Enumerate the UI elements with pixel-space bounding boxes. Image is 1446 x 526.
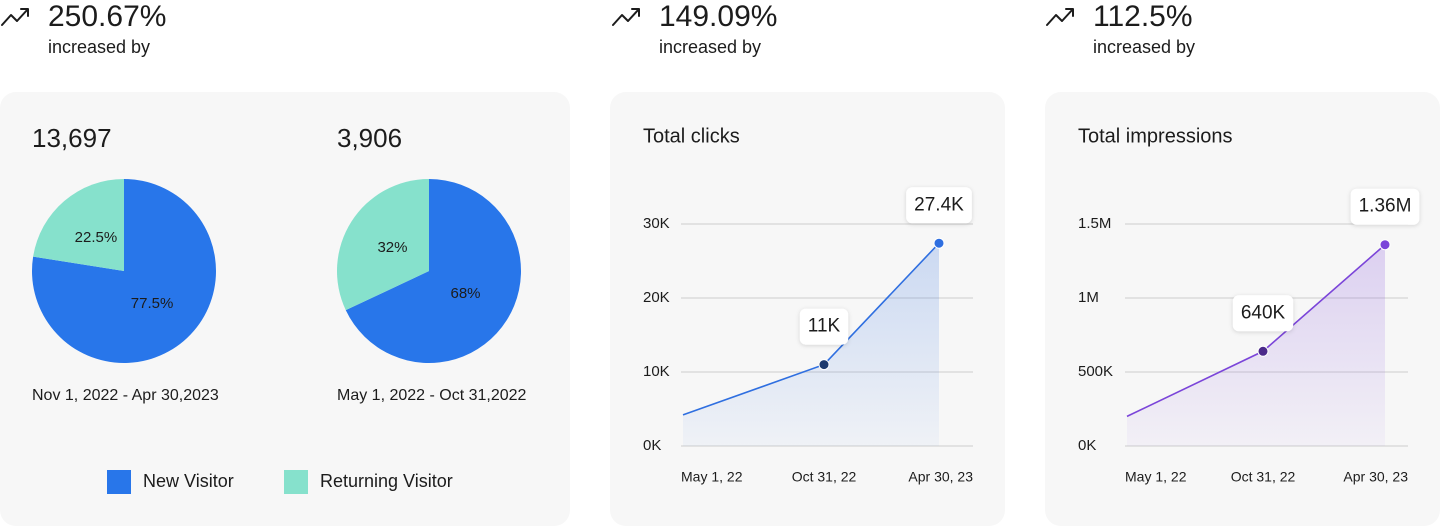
chart-title: Total clicks	[643, 125, 740, 147]
x-tick-label: Oct 31, 22	[1231, 469, 1296, 485]
chart-title: Total impressions	[1078, 125, 1233, 147]
slice-label: 32%	[377, 239, 407, 256]
value-label: 11K	[808, 316, 841, 337]
x-tick-label: Apr 30, 23	[1343, 469, 1408, 485]
value-label: 640K	[1241, 302, 1286, 323]
area	[683, 243, 939, 446]
y-tick-label: 0K	[643, 437, 661, 454]
change-label: increased by	[48, 37, 150, 57]
change-label: increased by	[659, 37, 761, 57]
y-tick-label: 500K	[1078, 363, 1113, 380]
point	[818, 359, 830, 371]
x-tick-label: May 1, 22	[681, 469, 743, 485]
trend-icon	[1, 8, 29, 26]
change-label: increased by	[1093, 37, 1195, 57]
value-label: 1.36M	[1359, 196, 1412, 217]
pie-title: 3,906	[337, 123, 402, 153]
x-tick-label: Apr 30, 23	[908, 469, 973, 485]
value-label: 27.4K	[914, 194, 964, 215]
pie-subtitle: Nov 1, 2022 - Apr 30,2023	[32, 387, 219, 404]
pie-subtitle: May 1, 2022 - Oct 31,2022	[337, 387, 527, 404]
callout	[799, 308, 849, 345]
callout	[1232, 295, 1294, 332]
legend-label: Returning Visitor	[320, 471, 453, 491]
legend-label: New Visitor	[143, 471, 234, 491]
y-tick-label: 0K	[1078, 437, 1096, 454]
x-tick-label: May 1, 22	[1125, 469, 1187, 485]
area	[1127, 244, 1385, 446]
callout	[906, 187, 972, 224]
trend-icon	[612, 8, 640, 26]
slice-label: 77.5%	[131, 295, 174, 312]
x-tick-label: Oct 31, 22	[792, 469, 857, 485]
y-tick-label: 30K	[643, 215, 670, 232]
y-tick-label: 1M	[1078, 289, 1099, 306]
pie-title: 13,697	[32, 123, 112, 153]
point	[1379, 239, 1391, 251]
point	[933, 237, 945, 249]
y-tick-label: 10K	[643, 363, 670, 380]
trend-icon	[1046, 8, 1074, 26]
pie-slice	[33, 179, 124, 271]
y-tick-label: 20K	[643, 289, 670, 306]
pie-slice	[345, 179, 521, 363]
change-value: 149.09%	[659, 0, 777, 33]
pie-slice	[337, 179, 429, 311]
y-tick-label: 1.5M	[1078, 215, 1111, 232]
pie-slice	[32, 179, 217, 363]
slice-label: 68%	[450, 285, 480, 302]
legend-swatch	[284, 470, 308, 494]
change-value: 250.67%	[48, 0, 166, 33]
legend-swatch	[107, 470, 131, 494]
slice-label: 22.5%	[75, 229, 118, 246]
point	[1257, 345, 1269, 357]
change-value: 112.5%	[1093, 0, 1193, 33]
callout	[1350, 188, 1420, 225]
